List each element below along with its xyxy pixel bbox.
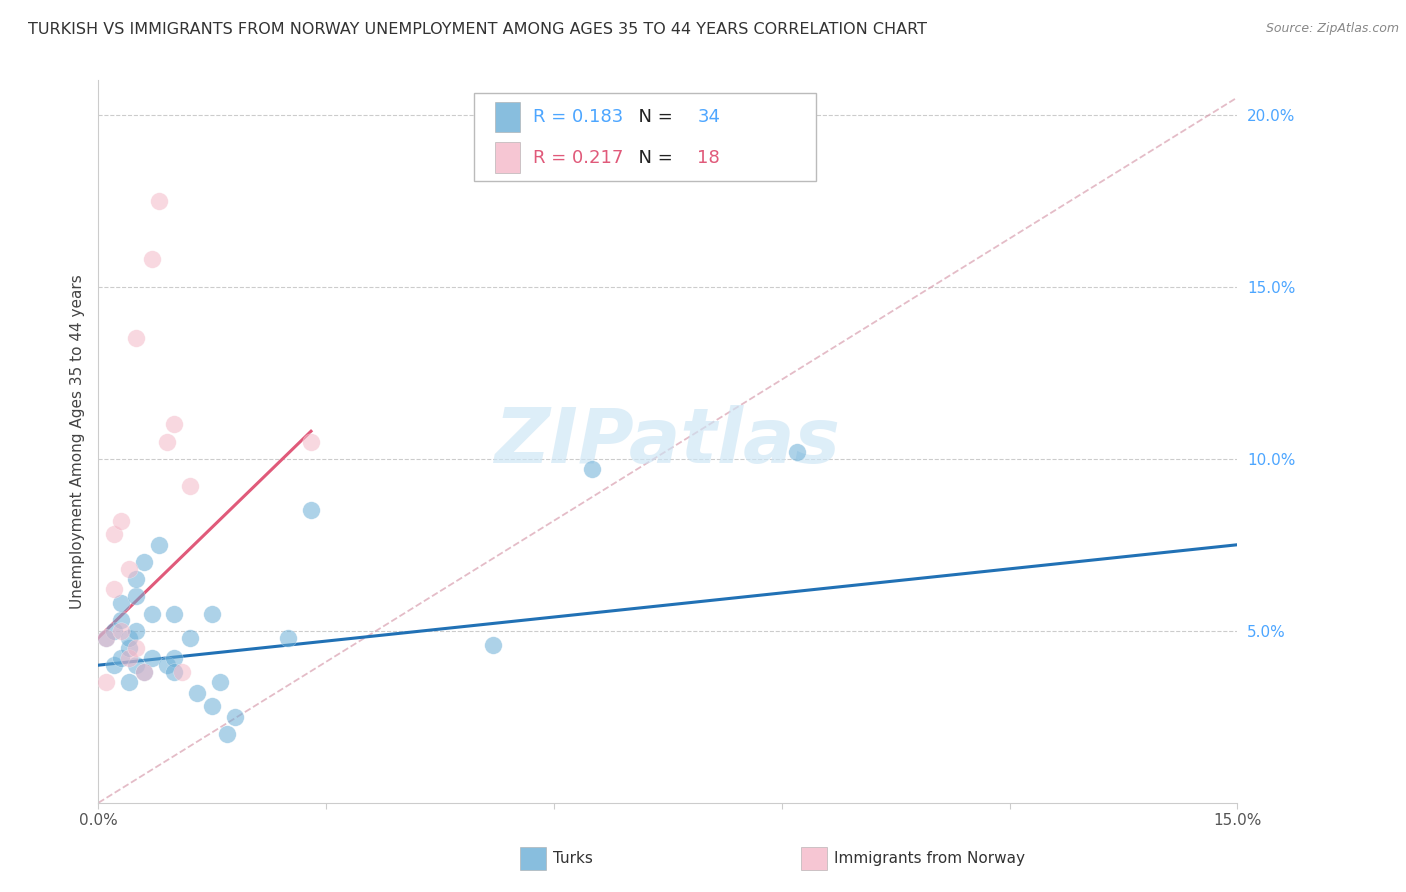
Point <box>118 562 141 576</box>
Point <box>163 651 186 665</box>
Point <box>208 675 231 690</box>
Point <box>163 607 186 621</box>
Point <box>141 607 163 621</box>
Point <box>156 434 179 449</box>
Text: TURKISH VS IMMIGRANTS FROM NORWAY UNEMPLOYMENT AMONG AGES 35 TO 44 YEARS CORRELA: TURKISH VS IMMIGRANTS FROM NORWAY UNEMPL… <box>28 22 927 37</box>
Text: R = 0.183: R = 0.183 <box>533 108 624 126</box>
Point <box>163 665 186 679</box>
Point <box>186 686 208 700</box>
Point <box>163 417 186 432</box>
Point <box>110 614 132 628</box>
Point <box>141 651 163 665</box>
Point <box>118 651 141 665</box>
Y-axis label: Unemployment Among Ages 35 to 44 years: Unemployment Among Ages 35 to 44 years <box>69 274 84 609</box>
Point <box>110 624 132 638</box>
Point <box>125 640 148 655</box>
Point <box>125 572 148 586</box>
Point <box>118 640 141 655</box>
Point <box>103 582 125 597</box>
FancyBboxPatch shape <box>495 143 520 173</box>
Point <box>482 638 505 652</box>
Point <box>148 538 170 552</box>
Point <box>125 331 148 345</box>
Point <box>110 651 132 665</box>
Point <box>94 631 117 645</box>
Point <box>118 631 141 645</box>
Text: 34: 34 <box>697 108 720 126</box>
Point <box>132 665 155 679</box>
Point <box>125 590 148 604</box>
Point <box>224 710 246 724</box>
FancyBboxPatch shape <box>495 102 520 132</box>
Point <box>179 479 201 493</box>
Point <box>110 514 132 528</box>
Point <box>277 631 299 645</box>
Point <box>103 527 125 541</box>
Point <box>132 555 155 569</box>
Text: 18: 18 <box>697 149 720 167</box>
Text: N =: N = <box>627 149 678 167</box>
Text: ZIPatlas: ZIPatlas <box>495 405 841 478</box>
Point <box>103 624 125 638</box>
Text: Turks: Turks <box>553 851 592 866</box>
Point <box>110 596 132 610</box>
Point <box>201 699 224 714</box>
Text: Source: ZipAtlas.com: Source: ZipAtlas.com <box>1265 22 1399 36</box>
Point <box>299 434 322 449</box>
Point <box>170 665 193 679</box>
Point <box>125 624 148 638</box>
Point <box>201 607 224 621</box>
Point <box>156 658 179 673</box>
Text: R = 0.217: R = 0.217 <box>533 149 624 167</box>
Text: N =: N = <box>627 108 678 126</box>
Point <box>125 658 148 673</box>
Point <box>179 631 201 645</box>
Point <box>299 503 322 517</box>
FancyBboxPatch shape <box>474 94 815 181</box>
Point <box>148 194 170 208</box>
Point <box>132 665 155 679</box>
Point <box>581 462 603 476</box>
Point <box>94 631 117 645</box>
Point <box>94 675 117 690</box>
Point <box>118 675 141 690</box>
Point <box>103 658 125 673</box>
Point <box>141 252 163 267</box>
Text: Immigrants from Norway: Immigrants from Norway <box>834 851 1025 866</box>
Point <box>786 445 808 459</box>
Point <box>217 727 239 741</box>
